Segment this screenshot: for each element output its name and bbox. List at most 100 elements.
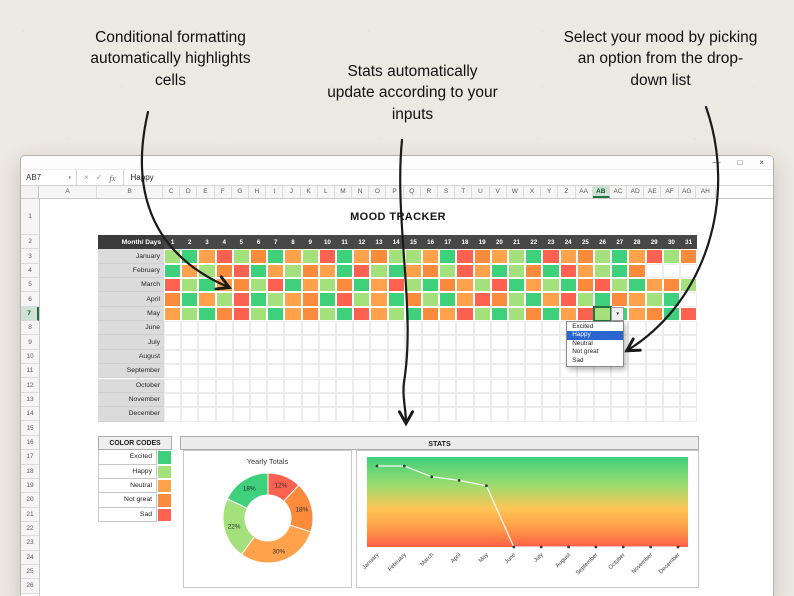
column-header-AG[interactable]: AG — [678, 186, 696, 198]
mood-cell-february-23[interactable] — [542, 263, 560, 279]
mood-cell-november-2[interactable] — [181, 392, 199, 408]
mood-cell-june-6[interactable] — [250, 321, 268, 336]
mood-cell-july-5[interactable] — [232, 335, 250, 350]
mood-cell-january-2[interactable] — [181, 249, 199, 264]
mood-cell-april-28[interactable] — [628, 292, 646, 307]
row-header-25[interactable]: 25 — [21, 564, 39, 580]
mood-cell-february-5[interactable] — [232, 263, 250, 279]
mood-cell-february-12[interactable] — [353, 263, 371, 279]
mood-cell-november-28[interactable] — [628, 392, 646, 408]
mood-cell-february-28[interactable] — [628, 263, 646, 279]
mood-cell-may-25[interactable] — [576, 306, 594, 322]
row-header-5[interactable]: 5 — [21, 278, 39, 293]
mood-cell-april-31[interactable] — [680, 292, 698, 307]
mood-cell-august-17[interactable] — [439, 349, 457, 365]
mood-cell-march-27[interactable] — [611, 278, 629, 293]
mood-cell-december-27[interactable] — [611, 407, 629, 422]
mood-cell-february-26[interactable] — [594, 263, 612, 279]
mood-cell-october-18[interactable] — [456, 378, 474, 393]
mood-cell-december-5[interactable] — [232, 407, 250, 422]
mood-cell-april-24[interactable] — [559, 292, 577, 307]
mood-cell-december-22[interactable] — [525, 407, 543, 422]
mood-cell-june-11[interactable] — [336, 321, 354, 336]
mood-cell-february-10[interactable] — [318, 263, 336, 279]
mood-cell-september-14[interactable] — [387, 364, 405, 379]
mood-cell-july-16[interactable] — [422, 335, 440, 350]
mood-cell-april-23[interactable] — [542, 292, 560, 307]
mood-cell-january-25[interactable] — [576, 249, 594, 264]
mood-cell-november-11[interactable] — [336, 392, 354, 408]
mood-cell-october-20[interactable] — [490, 378, 508, 393]
mood-cell-may-31[interactable] — [680, 306, 698, 322]
mood-cell-september-20[interactable] — [490, 364, 508, 379]
mood-cell-september-31[interactable] — [680, 364, 698, 379]
mood-cell-august-2[interactable] — [181, 349, 199, 365]
mood-cell-may-1[interactable] — [164, 306, 182, 322]
mood-cell-july-11[interactable] — [336, 335, 354, 350]
mood-cell-january-30[interactable] — [662, 249, 680, 264]
mood-cell-may-19[interactable] — [473, 306, 491, 322]
mood-cell-february-24[interactable] — [559, 263, 577, 279]
minimize-button[interactable]: — — [712, 157, 721, 167]
column-header-X[interactable]: X — [523, 186, 542, 198]
mood-cell-june-1[interactable] — [164, 321, 182, 336]
mood-cell-june-28[interactable] — [628, 321, 646, 336]
mood-cell-december-23[interactable] — [542, 407, 560, 422]
column-header-AD[interactable]: AD — [627, 186, 645, 198]
mood-cell-november-8[interactable] — [284, 392, 302, 408]
mood-cell-december-20[interactable] — [490, 407, 508, 422]
cancel-icon[interactable]: × — [84, 173, 89, 182]
mood-cell-november-7[interactable] — [267, 392, 285, 408]
mood-cell-february-3[interactable] — [198, 263, 216, 279]
maximize-button[interactable]: □ — [737, 157, 743, 167]
mood-cell-march-17[interactable] — [439, 278, 457, 293]
mood-cell-july-23[interactable] — [542, 335, 560, 350]
select-all-corner[interactable] — [21, 186, 39, 198]
mood-cell-august-1[interactable] — [164, 349, 182, 365]
mood-cell-january-29[interactable] — [645, 249, 663, 264]
mood-cell-november-10[interactable] — [318, 392, 336, 408]
mood-cell-december-30[interactable] — [662, 407, 680, 422]
mood-cell-december-21[interactable] — [508, 407, 526, 422]
mood-cell-may-29[interactable] — [645, 306, 663, 322]
mood-cell-july-2[interactable] — [181, 335, 199, 350]
row-header-14[interactable]: 14 — [21, 407, 39, 422]
mood-cell-february-2[interactable] — [181, 263, 199, 279]
mood-cell-september-3[interactable] — [198, 364, 216, 379]
mood-cell-january-5[interactable] — [232, 249, 250, 264]
mood-cell-october-15[interactable] — [404, 378, 422, 393]
mood-cell-december-12[interactable] — [353, 407, 371, 422]
mood-cell-august-20[interactable] — [490, 349, 508, 365]
mood-cell-may-18[interactable] — [456, 306, 474, 322]
mood-cell-august-22[interactable] — [525, 349, 543, 365]
column-header-B[interactable]: B — [97, 186, 163, 198]
mood-cell-may-5[interactable] — [232, 306, 250, 322]
mood-cell-june-14[interactable] — [387, 321, 405, 336]
mood-cell-july-19[interactable] — [473, 335, 491, 350]
column-header-H[interactable]: H — [248, 186, 267, 198]
mood-cell-january-31[interactable] — [680, 249, 698, 264]
mood-cell-may-9[interactable] — [301, 306, 319, 322]
mood-cell-april-7[interactable] — [267, 292, 285, 307]
mood-cell-january-3[interactable] — [198, 249, 216, 264]
mood-cell-june-15[interactable] — [404, 321, 422, 336]
mood-cell-july-31[interactable] — [680, 335, 698, 350]
mood-cell-january-16[interactable] — [422, 249, 440, 264]
mood-cell-january-15[interactable] — [404, 249, 422, 264]
row-header-16[interactable]: 16 — [21, 435, 39, 451]
mood-cell-august-8[interactable] — [284, 349, 302, 365]
mood-cell-july-22[interactable] — [525, 335, 543, 350]
mood-cell-july-18[interactable] — [456, 335, 474, 350]
mood-cell-december-4[interactable] — [215, 407, 233, 422]
mood-cell-may-11[interactable] — [336, 306, 354, 322]
mood-cell-march-20[interactable] — [490, 278, 508, 293]
mood-cell-october-22[interactable] — [525, 378, 543, 393]
mood-cell-november-15[interactable] — [404, 392, 422, 408]
column-header-E[interactable]: E — [197, 186, 215, 198]
row-header-24[interactable]: 24 — [21, 550, 39, 565]
row-header-19[interactable]: 19 — [21, 478, 39, 494]
row-header-4[interactable]: 4 — [21, 263, 39, 279]
row-header-18[interactable]: 18 — [21, 464, 39, 479]
mood-cell-june-31[interactable] — [680, 321, 698, 336]
mood-cell-february-30[interactable] — [662, 263, 680, 279]
